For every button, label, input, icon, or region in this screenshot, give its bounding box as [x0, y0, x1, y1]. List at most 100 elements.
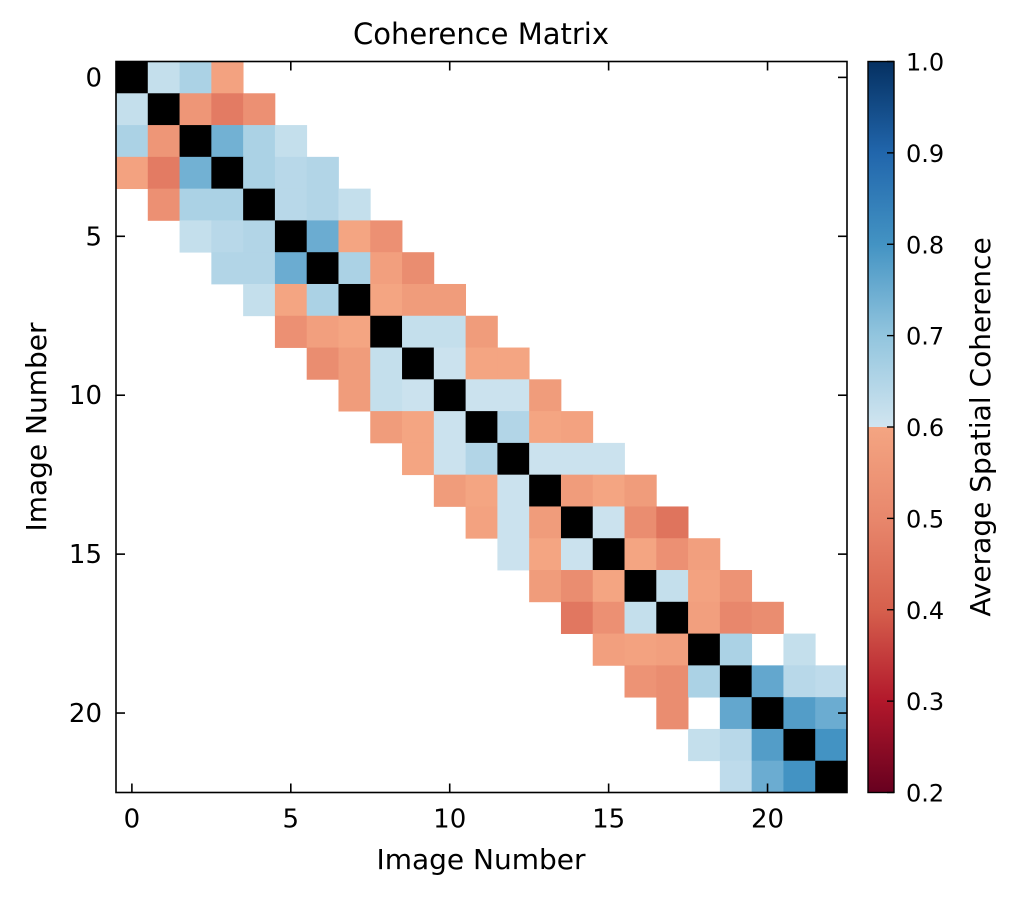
heatmap-cell	[147, 125, 180, 158]
diagonal-cell	[719, 665, 753, 698]
colorbar-tick-label: 1.0	[906, 49, 944, 77]
heatmap-cell	[306, 283, 339, 317]
heatmap-cell	[370, 411, 403, 444]
heatmap-cell	[465, 347, 498, 380]
heatmap-cell	[433, 315, 467, 348]
heatmap-cell	[465, 379, 498, 412]
y-tick-label: 15	[69, 540, 102, 570]
plot-frame	[115, 60, 848, 794]
diagonal-cell	[656, 601, 689, 634]
heatmap-cell	[719, 601, 753, 634]
heatmap-cell	[370, 347, 403, 380]
colorbar-tick-label: 0.3	[906, 688, 944, 716]
heatmap-cell	[211, 188, 244, 221]
heatmap-cell	[529, 442, 562, 476]
heatmap-cell	[529, 570, 562, 603]
heatmap-cell	[402, 283, 435, 317]
heatmap-cell	[560, 570, 594, 603]
heatmap-cell	[560, 411, 594, 444]
heatmap-cell	[306, 220, 339, 253]
heatmap-cell	[433, 347, 467, 380]
heatmap-cell	[116, 125, 149, 158]
heatmap-cell	[306, 347, 339, 380]
heatmap-cell	[783, 697, 816, 730]
heatmap-cell	[560, 538, 594, 571]
heatmap-cell	[179, 93, 212, 126]
heatmap-cell	[560, 601, 594, 634]
colorbar-tick-label: 0.8	[906, 231, 944, 259]
heatmap-cell	[179, 61, 212, 94]
heatmap-cell	[719, 760, 753, 793]
heatmap-cell	[656, 506, 689, 539]
heatmap-cell	[370, 252, 403, 285]
heatmap-cell	[211, 252, 244, 285]
heatmap-cell	[338, 188, 371, 221]
heatmap-cell	[116, 93, 149, 126]
heatmap-cell	[719, 633, 753, 666]
heatmap-cell	[306, 315, 339, 348]
heatmap-cell	[751, 601, 784, 634]
heatmap-cell	[624, 665, 657, 698]
heatmap-cell	[306, 188, 339, 221]
heatmap-cell	[338, 379, 371, 412]
colorbar-tick-label: 0.9	[906, 140, 944, 168]
heatmap-cell	[529, 506, 562, 539]
heatmap-cell	[179, 188, 212, 221]
y-tick-label: 20	[69, 699, 102, 729]
heatmap-cell	[656, 665, 689, 698]
heatmap-cell	[338, 347, 371, 380]
colorbar-tick-label: 0.7	[906, 323, 944, 351]
heatmap-cell	[497, 347, 530, 380]
heatmap-cell	[243, 220, 276, 253]
heatmap-cell	[147, 156, 180, 190]
colorbar-tick-label: 0.5	[906, 505, 944, 533]
heatmap-cell	[529, 538, 562, 571]
heatmap-cell	[592, 601, 625, 634]
diagonal-cell	[179, 125, 212, 158]
diagonal-cell	[370, 315, 403, 348]
heatmap-cell	[211, 61, 244, 94]
x-tick-label: 5	[283, 805, 300, 835]
heatmap-cell	[243, 93, 276, 126]
y-tick-label: 0	[85, 63, 102, 93]
heatmap-cell	[815, 665, 848, 698]
diagonal-cell	[306, 252, 339, 285]
heatmap-cell	[370, 283, 403, 317]
heatmap-cell	[719, 728, 753, 762]
heatmap-cell	[274, 156, 308, 190]
diagonal-cell	[274, 220, 308, 253]
heatmap-cell	[402, 411, 435, 444]
heatmap-cell	[592, 633, 625, 666]
heatmap-cell	[465, 315, 498, 348]
heatmap-cell	[592, 570, 625, 603]
diagonal-cell	[688, 633, 721, 666]
heatmap-cell	[274, 315, 308, 348]
colorbar-tick-label: 0.6	[906, 414, 944, 442]
diagonal-cell	[402, 347, 435, 380]
heatmap-cell	[211, 220, 244, 253]
x-tick-label: 20	[751, 805, 784, 835]
heatmap-cell	[274, 188, 308, 221]
heatmap-cell	[179, 220, 212, 253]
heatmap-cell	[656, 538, 689, 571]
heatmap-cell	[402, 442, 435, 476]
heatmap-cell	[243, 283, 276, 317]
heatmap-cell	[529, 411, 562, 444]
heatmap-cell	[688, 601, 721, 634]
heatmap-cell	[338, 220, 371, 253]
heatmap-cell	[688, 728, 721, 762]
heatmap-cell	[465, 506, 498, 539]
colorbar-tick-label: 0.4	[906, 597, 944, 625]
heatmap-cell	[147, 61, 180, 94]
heatmap-cell	[370, 379, 403, 412]
heatmap-cell	[656, 633, 689, 666]
diagonal-cell	[433, 379, 467, 412]
heatmap-cell	[497, 379, 530, 412]
diagonal-cell	[243, 188, 276, 221]
diagonal-cell	[815, 760, 848, 793]
axis-ticks: 0 5 10 15 20 0 5 10 15 20	[69, 61, 847, 835]
heatmap-cell	[656, 570, 689, 603]
heatmap-cells	[116, 61, 848, 793]
heatmap-cell	[497, 411, 530, 444]
heatmap-cell	[560, 474, 594, 507]
